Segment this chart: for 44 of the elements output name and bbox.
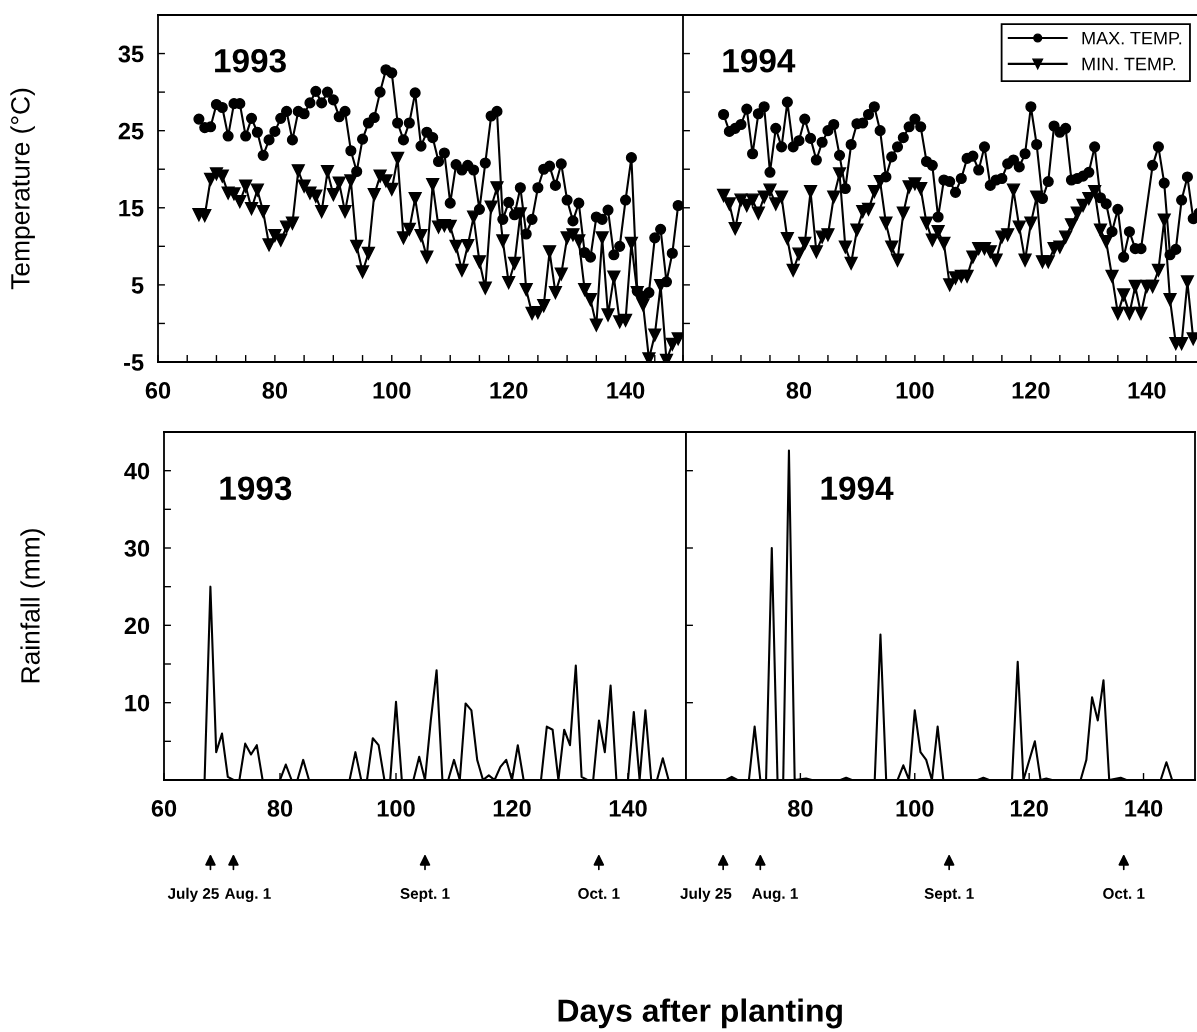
y-tick-label: 5 [131, 277, 144, 294]
y-tick-label: 20 [124, 617, 150, 635]
text: Aug. 1 [752, 888, 798, 902]
annotation: 1994 [821, 476, 894, 501]
x-tick-label: 140 [609, 800, 647, 817]
y-tick-label: 30 [124, 540, 150, 557]
y-tick-label: 10 [125, 694, 150, 712]
x-tick-label: 80 [262, 382, 288, 399]
x-tick-label: 80 [267, 800, 293, 817]
y-tick-label: 25 [118, 122, 144, 140]
x-tick-label: 120 [1012, 382, 1050, 399]
y-axis-title: Rainfall (mm) [20, 529, 45, 683]
x-tick-label: 80 [786, 382, 812, 399]
text: July 25 [680, 887, 732, 902]
y-axis-title: Temperature (°C) [10, 88, 35, 290]
x-tick-label: 100 [896, 382, 934, 399]
x-tick-label: 140 [1128, 382, 1166, 399]
x-tick-label: 120 [490, 382, 528, 399]
annotation: 1994 [723, 48, 796, 73]
x-tick-label: 140 [607, 382, 645, 399]
x-tick-label: 140 [1125, 800, 1163, 817]
x-axis-title: Days after planting [558, 998, 842, 1029]
text: Oct. 1 [578, 888, 620, 899]
x-tick-label: 120 [493, 800, 531, 817]
x-tick-label: 120 [1010, 800, 1048, 817]
x-tick-label: 60 [151, 800, 177, 817]
y-tick-label: 35 [118, 45, 144, 63]
x-tick-label: 80 [788, 800, 813, 817]
y-tick-label: -5 [124, 354, 144, 371]
x-tick-label: 100 [896, 800, 934, 817]
text: Oct. 1 [1103, 888, 1145, 899]
annotation: 1993 [220, 476, 292, 501]
annotation: 1993 [215, 48, 286, 73]
x-tick-label: 100 [377, 800, 415, 817]
x-tick-label: 60 [145, 382, 171, 399]
text: Aug. 1 [224, 888, 271, 902]
text: Sept. 1 [400, 888, 450, 902]
x-tick-label: 100 [373, 382, 411, 399]
text: Sept. 1 [924, 888, 974, 902]
y-tick-label: 15 [119, 200, 144, 217]
legend-label: MAX. TEMP. [1082, 31, 1182, 45]
text: July 25 [167, 887, 219, 902]
y-tick-label: 40 [124, 462, 150, 480]
legend-label: MIN. TEMP. [1082, 57, 1176, 71]
